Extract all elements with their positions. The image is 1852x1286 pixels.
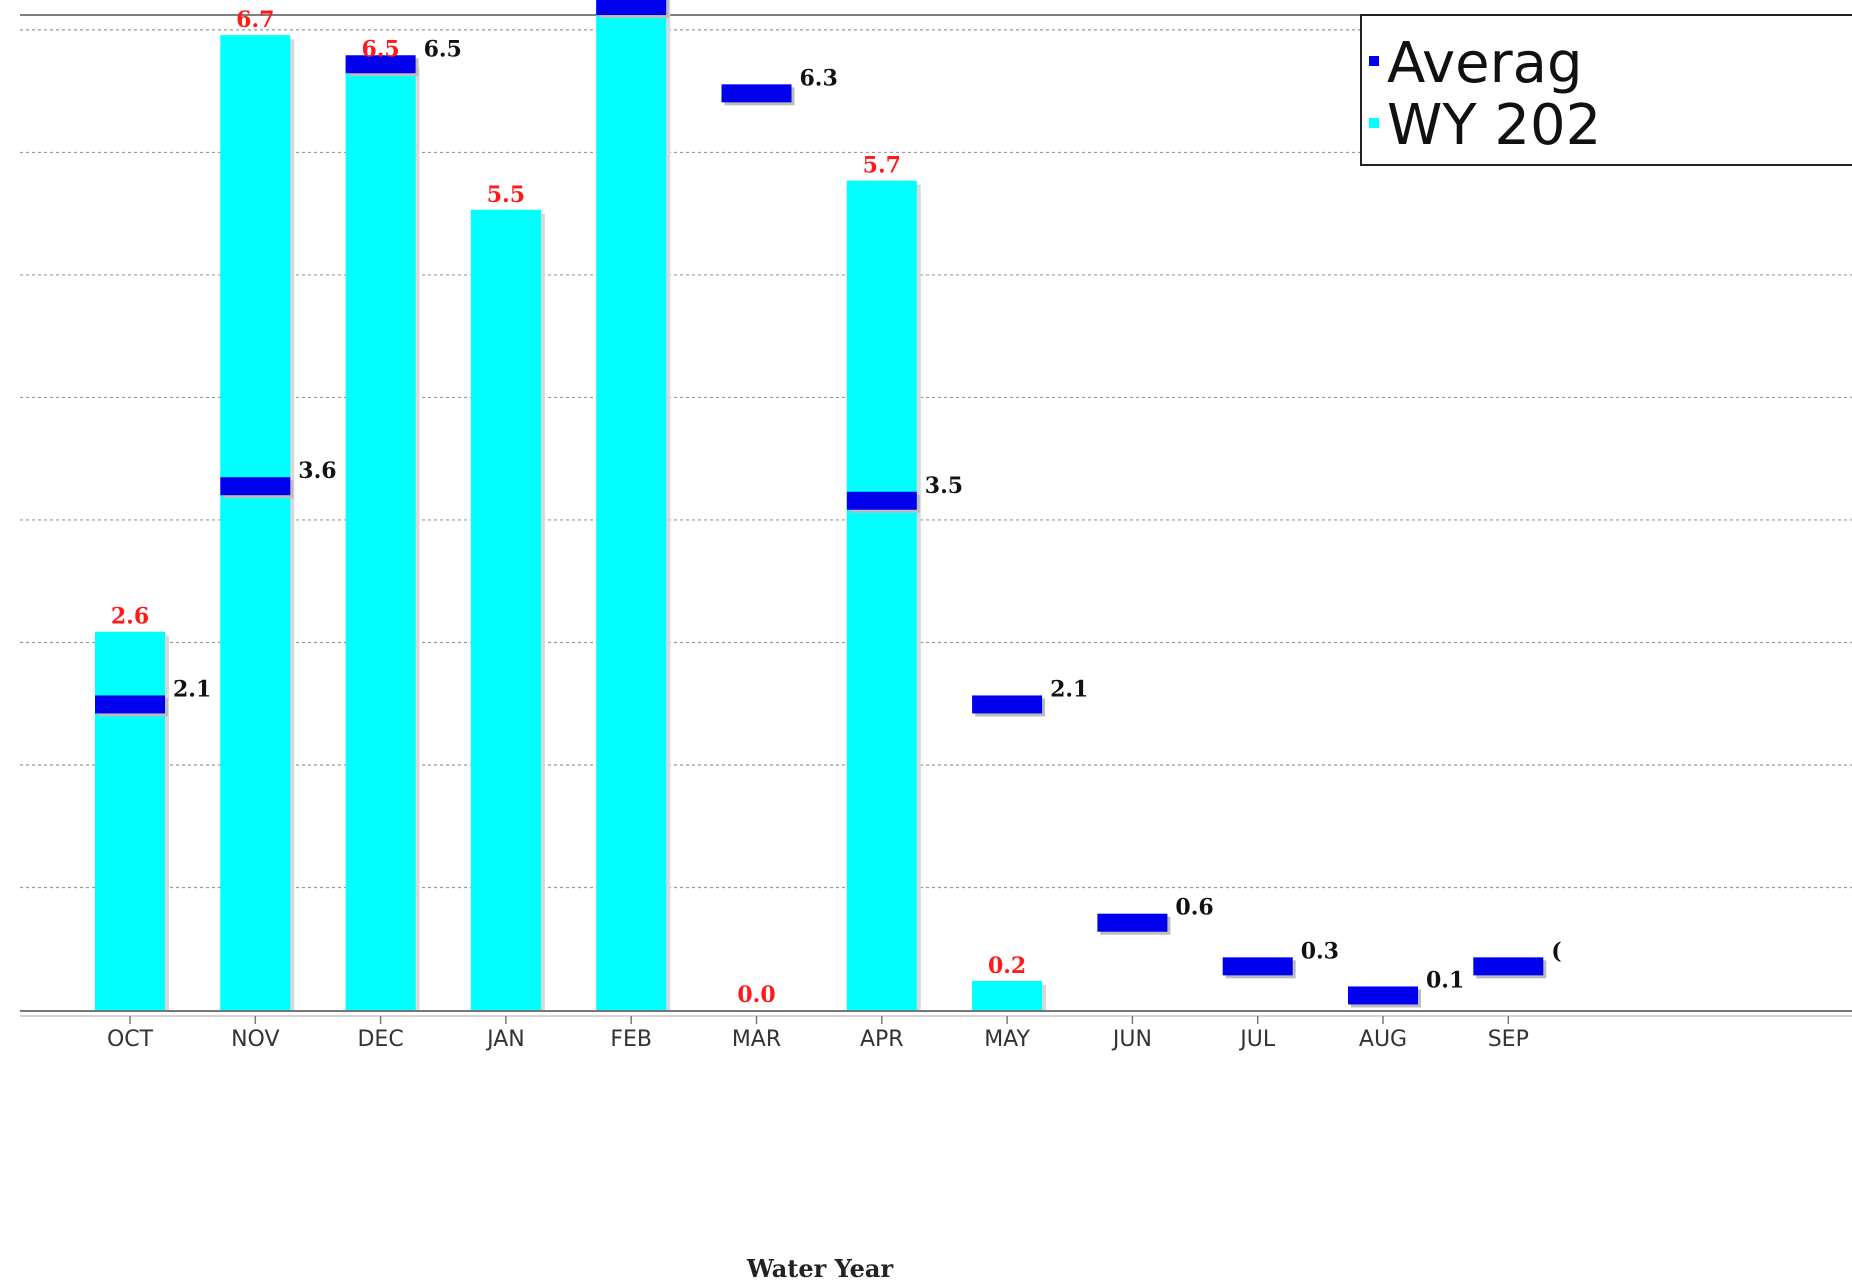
average-value-label: 3.6 [298,458,336,484]
bar-value-label: 0.0 [737,982,775,1008]
x-tick-label: JUL [1238,1027,1276,1052]
average-value-label: 0.1 [1426,967,1464,993]
legend-box [1360,14,1852,166]
average-marker-jul [1222,957,1293,976]
bar-dec [345,64,416,1010]
average-value-label: 6.5 [424,36,462,62]
bar-may [972,980,1043,1010]
average-value-label: ( [1551,938,1561,964]
average-marker-nov [220,477,291,496]
legend-swatch [1369,118,1379,128]
bar-apr [846,180,917,1010]
x-axis: OCT NOV DEC JAN FEB MAR APR MAY JUN JUL AUG SEP [20,1010,1852,1052]
x-tick-label: MAR [732,1027,781,1052]
average-marker-sep [1473,957,1544,976]
average-value-label: 2.1 [1050,676,1088,702]
average-value-label: 2.1 [173,676,211,702]
x-tick-label: NOV [231,1027,279,1052]
bar-nov [220,35,291,1010]
average-value-label: 0.3 [1301,938,1339,964]
average-marker-may [972,695,1043,714]
bar-oct [95,631,165,1010]
average-markers [95,0,1547,1008]
average-value-label: 0.6 [1175,895,1213,921]
x-tick-label: MAY [984,1027,1030,1052]
average-marker-oct [95,695,165,714]
legend-entry: Averag [1387,31,1583,96]
current-year-bars [95,0,1047,1011]
bar-jan [470,209,541,1010]
average-value-label: 6.9 [674,0,712,4]
bar-value-label: 5.7 [863,153,901,179]
x-axis-title: Water Year [746,1254,894,1283]
x-tick-label: OCT [107,1027,154,1052]
bar-value-label: 0.2 [988,953,1026,979]
average-marker-apr [846,491,917,510]
value-labels: 2.66.76.55.57.10.05.70.22.13.66.57.76.96… [111,0,1562,1008]
x-tick-label: DEC [357,1027,403,1052]
legend-entry: WY 202 [1387,93,1601,158]
average-marker-aug [1348,986,1418,1005]
bar-value-label: 6.5 [361,36,399,62]
average-value-label: 6.3 [800,65,838,91]
bar-feb [596,0,667,1011]
bar-value-label: 2.6 [111,604,149,630]
average-marker-jun [1097,913,1168,932]
average-marker-mar [721,84,792,103]
x-tick-label: JUN [1111,1027,1152,1052]
bar-value-label: 6.7 [236,7,274,33]
average-marker-feb [596,0,667,16]
x-tick-label: AUG [1359,1027,1407,1052]
x-tick-label: JAN [485,1027,525,1052]
average-value-label: 3.5 [925,473,963,499]
bar-value-label: 5.5 [487,182,525,208]
legend-swatch [1369,56,1379,66]
average-marker-dec [345,55,416,74]
x-tick-label: APR [860,1027,904,1052]
x-tick-label: SEP [1488,1027,1529,1052]
x-tick-label: FEB [610,1027,652,1052]
